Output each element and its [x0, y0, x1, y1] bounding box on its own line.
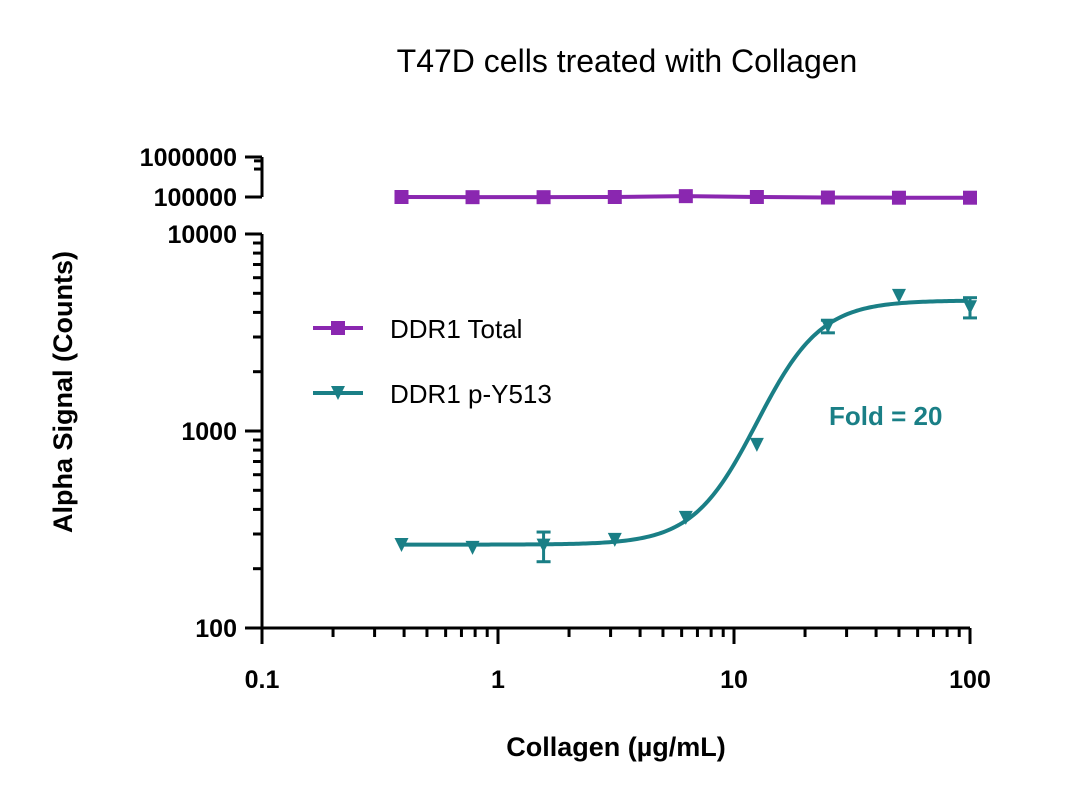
point-ddr1-pY513 — [607, 532, 622, 547]
fold-annotation: Fold = 20 — [829, 401, 942, 431]
point-ddr1-total — [394, 190, 409, 204]
y-axis-label: Alpha Signal (Counts) — [48, 251, 78, 533]
x-tick-label: 1 — [491, 666, 505, 694]
x-axis-label: Collagen (µg/mL) — [506, 732, 726, 762]
point-ddr1-total — [749, 190, 764, 204]
point-ddr1-pY513 — [536, 538, 551, 553]
y-tick-label: 10000 — [167, 221, 237, 249]
point-ddr1-pY513 — [963, 300, 977, 315]
point-ddr1-pY513 — [465, 540, 480, 555]
legend-label-pY513: DDR1 p-Y513 — [390, 379, 552, 409]
y-tick-label-upper: 100000 — [154, 184, 237, 212]
point-ddr1-total — [963, 190, 977, 205]
x-tick-label: 0.1 — [245, 666, 280, 694]
marks — [394, 189, 977, 564]
chart-title: T47D cells treated with Collagen — [397, 43, 858, 79]
point-ddr1-total — [820, 190, 835, 205]
point-ddr1-total — [465, 190, 480, 205]
point-ddr1-pY513 — [891, 288, 906, 303]
legend-marker-total — [331, 321, 345, 335]
x-tick-label: 100 — [949, 666, 991, 694]
point-ddr1-pY513 — [749, 437, 764, 452]
axes: 0.1 1 10 100 100 1000 10000 100000 1000000 — [140, 144, 991, 694]
point-ddr1-total — [536, 190, 551, 205]
point-ddr1-pY513 — [394, 537, 409, 552]
legend-marker-pY513 — [331, 386, 345, 400]
legend: DDR1 Total DDR1 p-Y513 — [313, 314, 552, 409]
y-tick-label: 100 — [195, 615, 237, 643]
point-ddr1-total — [891, 190, 906, 205]
y-tick-label-upper: 1000000 — [140, 144, 237, 172]
x-tick-label: 10 — [720, 666, 748, 694]
y-tick-label: 1000 — [181, 418, 237, 446]
point-ddr1-pY513 — [678, 510, 693, 525]
point-ddr1-total — [607, 190, 622, 204]
point-ddr1-pY513 — [820, 319, 835, 334]
legend-label-total: DDR1 Total — [390, 314, 522, 344]
point-ddr1-total — [678, 189, 693, 204]
